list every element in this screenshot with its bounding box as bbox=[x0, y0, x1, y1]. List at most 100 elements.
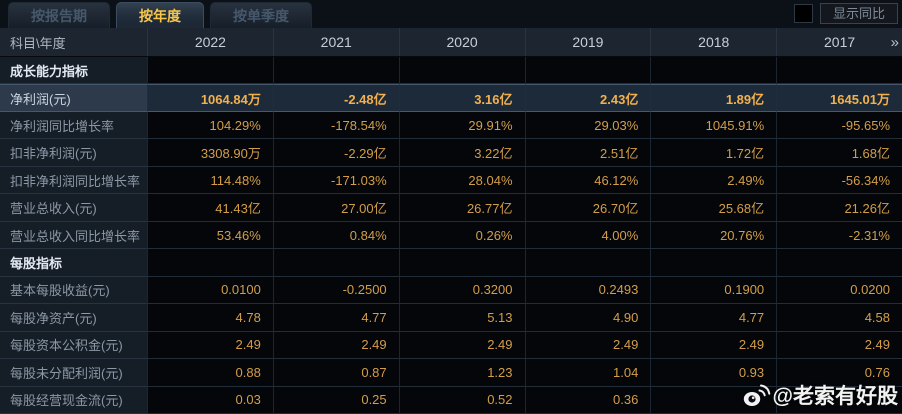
table-row[interactable]: 净利润同比增长率 104.29% -178.54% 29.91% 29.03% 1045.… bbox=[0, 111, 902, 140]
metric-value: 0.52 bbox=[398, 386, 525, 414]
metric-value: 0.0200 bbox=[776, 276, 902, 305]
corner-label: 科目\年度 bbox=[10, 35, 66, 51]
metric-value: 1.23 bbox=[398, 359, 525, 387]
tab-by-year[interactable]: 按年度 bbox=[116, 2, 204, 28]
year-header-cell: 2022 bbox=[147, 28, 273, 56]
metric-value: -178.54% bbox=[272, 111, 399, 140]
metric-value: 2.49 bbox=[272, 331, 399, 360]
metric-value: 0.84% bbox=[272, 221, 399, 250]
metric-value: 0.2493 bbox=[524, 276, 651, 305]
table-header-row: 科目\年度 2022 2021 2020 2019 2018 2017» bbox=[0, 28, 902, 57]
metric-value bbox=[650, 249, 777, 277]
table-row[interactable]: 每股资本公积金(元) 2.49 2.49 2.49 2.49 2.49 2.49 bbox=[0, 331, 902, 360]
table-row[interactable]: 每股经营现金流(元) 0.03 0.25 0.52 0.36 bbox=[0, 386, 902, 414]
metric-value: 2.49 bbox=[776, 331, 902, 360]
metric-value: 53.46% bbox=[147, 221, 273, 250]
metric-value: 114.48% bbox=[147, 166, 273, 195]
metric-value: 0.1900 bbox=[650, 276, 777, 305]
show-yoy-checkbox[interactable] bbox=[793, 4, 813, 23]
metric-value: 3.22亿 bbox=[398, 139, 525, 167]
table-row[interactable]: 扣非净利润同比增长率 114.48% -171.03% 28.04% 46.12% 2.4… bbox=[0, 166, 902, 195]
metric-label: 每股资本公积金(元) bbox=[0, 331, 147, 360]
metric-value: 104.29% bbox=[147, 111, 273, 140]
metric-value: 2.49 bbox=[524, 331, 651, 360]
table-body: 成长能力指标 净利润(元) 1064.84万 -2.48亿 3.16亿 2.43亿 1.89… bbox=[0, 57, 902, 414]
table-row[interactable]: 每股指标 bbox=[0, 249, 902, 277]
table-row[interactable]: 营业总收入(元) 41.43亿 27.00亿 26.77亿 26.70亿 25.68亿 21… bbox=[0, 194, 902, 222]
metric-label: 净利润(元) bbox=[0, 84, 147, 112]
metric-value: 2.51亿 bbox=[524, 139, 651, 167]
table-row[interactable]: 扣非净利润(元) 3308.90万 -2.29亿 3.22亿 2.51亿 1.72亿 1.6… bbox=[0, 139, 902, 167]
metric-value: 0.93 bbox=[650, 359, 777, 387]
metric-value: 4.77 bbox=[272, 304, 399, 332]
metric-value bbox=[272, 57, 399, 85]
metric-value: 1.89亿 bbox=[650, 84, 777, 112]
metric-value: 26.70亿 bbox=[524, 194, 651, 222]
metric-value bbox=[650, 386, 777, 414]
year-header-cell: 2017 bbox=[776, 28, 902, 56]
metric-value: 2.43亿 bbox=[524, 84, 651, 112]
metric-value: 1645.01万 bbox=[776, 84, 902, 112]
metric-value: 0.0100 bbox=[147, 276, 273, 305]
metric-value: -171.03% bbox=[272, 166, 399, 195]
metric-value: -2.31% bbox=[776, 221, 902, 250]
metric-value: 1.68亿 bbox=[776, 139, 902, 167]
metric-label: 成长能力指标 bbox=[0, 57, 147, 85]
table-row[interactable]: 营业总收入同比增长率 53.46% 0.84% 0.26% 4.00% 20.76% -2.… bbox=[0, 221, 902, 250]
metric-value: 4.78 bbox=[147, 304, 273, 332]
year-header-cell: 2020 bbox=[398, 28, 525, 56]
metric-label: 扣非净利润(元) bbox=[0, 139, 147, 167]
metric-label: 净利润同比增长率 bbox=[0, 111, 147, 140]
tab-by-single-quarter[interactable]: 按单季度 bbox=[210, 2, 312, 28]
metric-value: 41.43亿 bbox=[147, 194, 273, 222]
metric-value bbox=[524, 57, 651, 85]
metric-value: 2.49 bbox=[398, 331, 525, 360]
metric-value: 28.04% bbox=[398, 166, 525, 195]
table-row[interactable]: 每股未分配利润(元) 0.88 0.87 1.23 1.04 0.93 0.76 bbox=[0, 359, 902, 387]
metric-value bbox=[524, 249, 651, 277]
metric-label: 基本每股收益(元) bbox=[0, 276, 147, 305]
tab-by-report-period[interactable]: 按报告期 bbox=[8, 2, 110, 28]
metric-value: 25.68亿 bbox=[650, 194, 777, 222]
metric-value: -95.65% bbox=[776, 111, 902, 140]
metric-value bbox=[776, 57, 902, 85]
table-row[interactable]: 每股净资产(元) 4.78 4.77 5.13 4.90 4.77 4.58 bbox=[0, 304, 902, 332]
metric-value: 4.00% bbox=[524, 221, 651, 250]
more-columns-icon[interactable]: » bbox=[890, 33, 899, 51]
metric-label: 每股净资产(元) bbox=[0, 304, 147, 332]
metric-label: 每股指标 bbox=[0, 249, 147, 277]
metric-value bbox=[272, 249, 399, 277]
metric-value: 2.49% bbox=[650, 166, 777, 195]
metric-value: -2.29亿 bbox=[272, 139, 399, 167]
metric-value bbox=[398, 57, 525, 85]
metric-value: 2.49 bbox=[147, 331, 273, 360]
table-row[interactable]: 基本每股收益(元) 0.0100 -0.2500 0.3200 0.2493 0.1900… bbox=[0, 276, 902, 305]
show-yoy-button[interactable]: 显示同比 bbox=[819, 3, 898, 24]
metric-value: 5.13 bbox=[398, 304, 525, 332]
metric-value: 0.88 bbox=[147, 359, 273, 387]
metric-value: 0.87 bbox=[272, 359, 399, 387]
year-header-cell: 2021 bbox=[272, 28, 399, 56]
table-row[interactable]: 净利润(元) 1064.84万 -2.48亿 3.16亿 2.43亿 1.89亿 1645.… bbox=[0, 84, 902, 112]
metric-value: -0.2500 bbox=[272, 276, 399, 305]
metric-value: 1064.84万 bbox=[147, 84, 273, 112]
metric-label: 营业总收入同比增长率 bbox=[0, 221, 147, 250]
metric-value: 1.04 bbox=[524, 359, 651, 387]
metric-value: 0.76 bbox=[776, 359, 902, 387]
metric-value: 4.90 bbox=[524, 304, 651, 332]
metric-label: 扣非净利润同比增长率 bbox=[0, 166, 147, 195]
metric-value: 26.77亿 bbox=[398, 194, 525, 222]
metric-value: 4.77 bbox=[650, 304, 777, 332]
metric-value: 2.49 bbox=[650, 331, 777, 360]
metric-value: 1.72亿 bbox=[650, 139, 777, 167]
metric-value bbox=[776, 386, 902, 414]
metric-value: 29.91% bbox=[398, 111, 525, 140]
metric-value: 0.03 bbox=[147, 386, 273, 414]
metric-value bbox=[147, 249, 273, 277]
metric-label: 每股经营现金流(元) bbox=[0, 386, 147, 414]
metric-value: 4.58 bbox=[776, 304, 902, 332]
table-row[interactable]: 成长能力指标 bbox=[0, 57, 902, 85]
yoy-controls: 显示同比 bbox=[793, 3, 898, 24]
metric-value: 0.25 bbox=[272, 386, 399, 414]
metric-value bbox=[650, 57, 777, 85]
